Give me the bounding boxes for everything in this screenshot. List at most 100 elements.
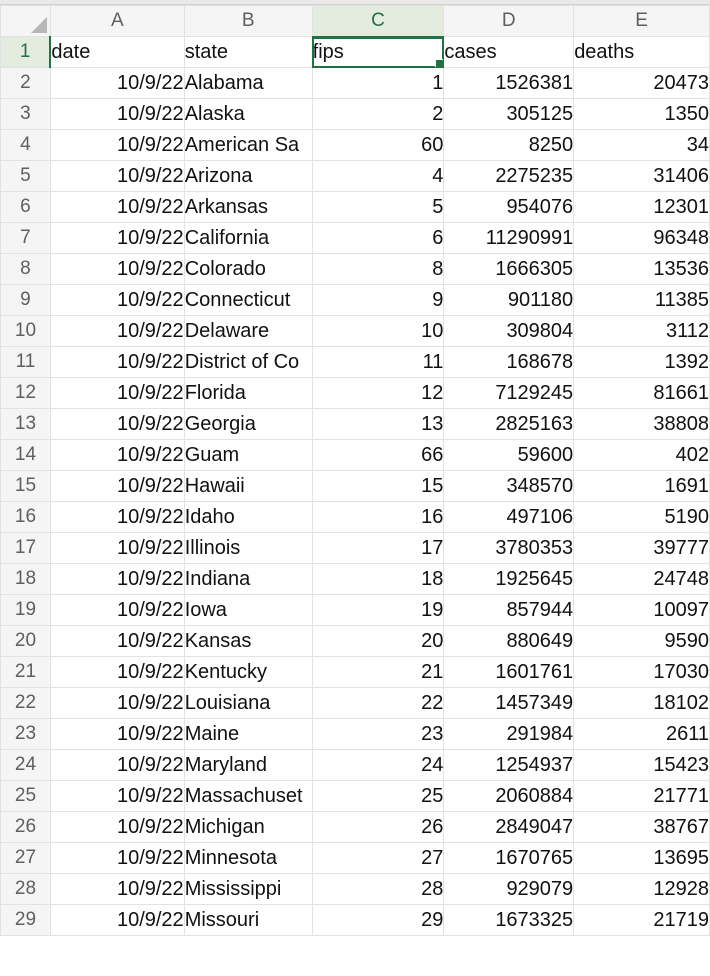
row-header[interactable]: 3 <box>0 98 51 130</box>
row-header[interactable]: 11 <box>0 346 51 378</box>
state-cell[interactable]: Alaska <box>183 98 313 130</box>
cases-cell[interactable]: 880649 <box>443 625 575 657</box>
deaths-cell[interactable]: 13695 <box>573 842 710 874</box>
date-cell[interactable]: 10/9/22 <box>49 501 185 533</box>
deaths-cell[interactable]: 31406 <box>573 160 710 192</box>
cases-cell[interactable]: 11290991 <box>443 222 575 254</box>
cases-cell[interactable]: 309804 <box>443 315 575 347</box>
state-cell[interactable]: Arkansas <box>183 191 313 223</box>
deaths-cell[interactable]: 10097 <box>573 594 710 626</box>
column-header-a[interactable]: A <box>49 5 185 37</box>
deaths-cell[interactable]: 18102 <box>573 687 710 719</box>
date-cell[interactable]: 10/9/22 <box>49 315 185 347</box>
deaths-cell[interactable]: 11385 <box>573 284 710 316</box>
cases-cell[interactable]: 857944 <box>443 594 575 626</box>
state-cell[interactable]: Mississippi <box>183 873 313 905</box>
fips-cell[interactable]: 4 <box>311 160 445 192</box>
state-cell[interactable]: Maryland <box>183 749 313 781</box>
column-header-e[interactable]: E <box>573 5 710 37</box>
date-cell[interactable]: 10/9/22 <box>49 749 185 781</box>
deaths-cell[interactable]: 81661 <box>573 377 710 409</box>
deaths-cell[interactable]: 96348 <box>573 222 710 254</box>
date-cell[interactable]: 10/9/22 <box>49 625 185 657</box>
state-cell[interactable]: District of Co <box>183 346 313 378</box>
fips-cell[interactable]: 24 <box>311 749 445 781</box>
cases-cell[interactable]: 2825163 <box>443 408 575 440</box>
state-cell[interactable]: Michigan <box>183 811 313 843</box>
row-header[interactable]: 1 <box>0 36 52 68</box>
cases-cell[interactable]: 348570 <box>443 470 575 502</box>
cases-cell[interactable]: 1673325 <box>443 904 575 936</box>
row-header[interactable]: 9 <box>0 284 51 316</box>
date-cell[interactable]: 10/9/22 <box>49 408 185 440</box>
state-cell[interactable]: Hawaii <box>183 470 313 502</box>
state-cell[interactable]: Indiana <box>183 563 313 595</box>
fips-cell[interactable]: 18 <box>311 563 445 595</box>
row-header[interactable]: 15 <box>0 470 51 502</box>
deaths-cell[interactable]: 12928 <box>573 873 710 905</box>
deaths-cell[interactable]: 15423 <box>573 749 710 781</box>
fips-cell[interactable]: 29 <box>311 904 445 936</box>
state-cell[interactable]: American Sa <box>183 129 313 161</box>
cases-cell[interactable]: 929079 <box>443 873 575 905</box>
state-cell[interactable]: Idaho <box>183 501 313 533</box>
state-cell[interactable]: California <box>183 222 313 254</box>
fips-cell[interactable]: 15 <box>311 470 445 502</box>
cases-cell[interactable]: 1457349 <box>443 687 575 719</box>
deaths-cell[interactable]: 1691 <box>573 470 710 502</box>
cell-c1-selected[interactable]: fips <box>311 36 445 68</box>
state-cell[interactable]: Kansas <box>183 625 313 657</box>
cases-cell[interactable]: 2060884 <box>443 780 575 812</box>
state-cell[interactable]: Florida <box>183 377 313 409</box>
date-cell[interactable]: 10/9/22 <box>49 67 185 99</box>
date-cell[interactable]: 10/9/22 <box>49 98 185 130</box>
fips-cell[interactable]: 27 <box>311 842 445 874</box>
fips-cell[interactable]: 19 <box>311 594 445 626</box>
row-header[interactable]: 21 <box>0 656 51 688</box>
state-cell[interactable]: Louisiana <box>183 687 313 719</box>
cases-cell[interactable]: 1254937 <box>443 749 575 781</box>
state-cell[interactable]: Alabama <box>183 67 313 99</box>
deaths-cell[interactable]: 13536 <box>573 253 710 285</box>
fips-cell[interactable]: 12 <box>311 377 445 409</box>
row-header[interactable]: 27 <box>0 842 51 874</box>
state-cell[interactable]: Kentucky <box>183 656 313 688</box>
fips-cell[interactable]: 22 <box>311 687 445 719</box>
deaths-cell[interactable]: 3112 <box>573 315 710 347</box>
cell-b1[interactable]: state <box>183 36 313 68</box>
row-header[interactable]: 17 <box>0 532 51 564</box>
cases-cell[interactable]: 901180 <box>443 284 575 316</box>
deaths-cell[interactable]: 5190 <box>573 501 710 533</box>
date-cell[interactable]: 10/9/22 <box>49 253 185 285</box>
fips-cell[interactable]: 23 <box>311 718 445 750</box>
row-header[interactable]: 16 <box>0 501 51 533</box>
deaths-cell[interactable]: 21719 <box>573 904 710 936</box>
state-cell[interactable]: Iowa <box>183 594 313 626</box>
cases-cell[interactable]: 305125 <box>443 98 575 130</box>
cases-cell[interactable]: 7129245 <box>443 377 575 409</box>
cases-cell[interactable]: 168678 <box>443 346 575 378</box>
row-header[interactable]: 25 <box>0 780 51 812</box>
fips-cell[interactable]: 11 <box>311 346 445 378</box>
state-cell[interactable]: Guam <box>183 439 313 471</box>
row-header[interactable]: 2 <box>0 67 51 99</box>
state-cell[interactable]: Minnesota <box>183 842 313 874</box>
row-header[interactable]: 26 <box>0 811 51 843</box>
fips-cell[interactable]: 5 <box>311 191 445 223</box>
fips-cell[interactable]: 26 <box>311 811 445 843</box>
column-header-d[interactable]: D <box>443 5 575 37</box>
state-cell[interactable]: Colorado <box>183 253 313 285</box>
date-cell[interactable]: 10/9/22 <box>49 191 185 223</box>
row-header[interactable]: 23 <box>0 718 51 750</box>
row-header[interactable]: 18 <box>0 563 51 595</box>
row-header[interactable]: 28 <box>0 873 51 905</box>
state-cell[interactable]: Delaware <box>183 315 313 347</box>
fips-cell[interactable]: 13 <box>311 408 445 440</box>
state-cell[interactable]: Illinois <box>183 532 313 564</box>
fips-cell[interactable]: 25 <box>311 780 445 812</box>
deaths-cell[interactable]: 17030 <box>573 656 710 688</box>
date-cell[interactable]: 10/9/22 <box>49 129 185 161</box>
cases-cell[interactable]: 1670765 <box>443 842 575 874</box>
cases-cell[interactable]: 1925645 <box>443 563 575 595</box>
state-cell[interactable]: Arizona <box>183 160 313 192</box>
